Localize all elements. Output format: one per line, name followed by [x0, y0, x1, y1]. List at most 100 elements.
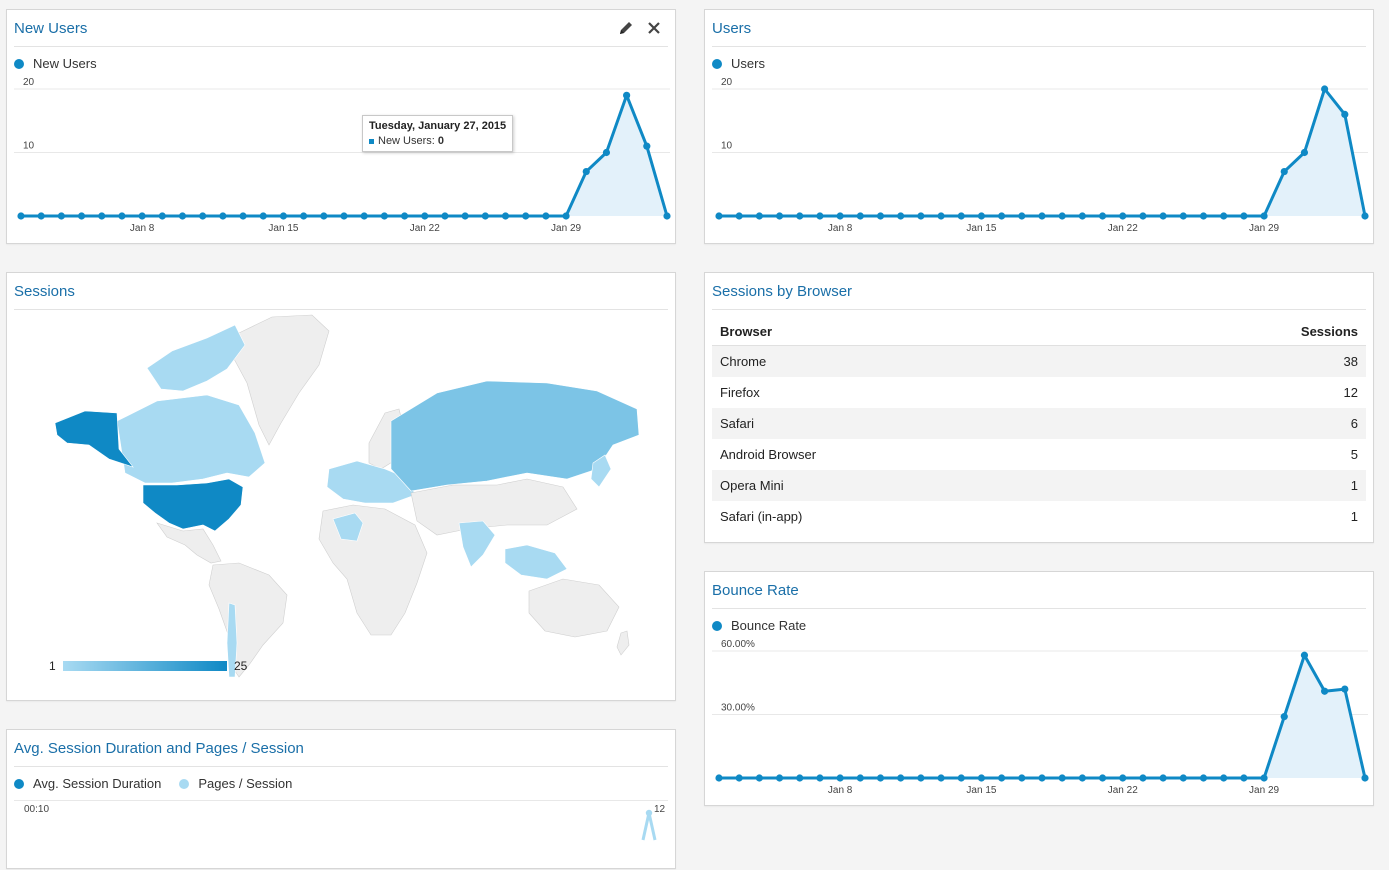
- data-point: [1300, 148, 1309, 157]
- data-point: [1321, 85, 1329, 93]
- map-region-canada: [116, 394, 266, 484]
- new-users-title: New Users: [14, 20, 88, 37]
- data-point: [735, 212, 743, 220]
- bounce-chart[interactable]: 30.00% 60.00% Jan 8 Jan 15 Jan 22 Jan 29: [705, 572, 1375, 807]
- bounce-title: Bounce Rate: [712, 582, 799, 599]
- data-point: [562, 212, 570, 220]
- column-header-browser[interactable]: Browser: [712, 317, 1108, 346]
- column-header-sessions[interactable]: Sessions: [1107, 317, 1366, 346]
- data-point: [320, 212, 328, 220]
- chart-legend: Users: [712, 56, 765, 71]
- map-region-south-america: [208, 562, 288, 678]
- data-point: [98, 212, 106, 220]
- table-row[interactable]: Chrome 38: [712, 345, 1366, 377]
- table-row[interactable]: Android Browser 5: [712, 439, 1366, 470]
- data-point: [1058, 212, 1066, 220]
- browser-sessions: 12: [1343, 385, 1358, 400]
- map-region-alaska: [54, 410, 134, 468]
- data-point: [643, 142, 651, 150]
- title-divider: [14, 46, 668, 47]
- data-point: [481, 212, 489, 220]
- data-point: [998, 774, 1006, 782]
- data-point: [279, 212, 288, 220]
- world-map[interactable]: 1 25: [7, 273, 677, 702]
- data-point: [37, 212, 45, 220]
- data-point: [77, 212, 86, 220]
- y-tick-right: 12: [654, 804, 666, 815]
- data-point: [775, 774, 784, 782]
- data-point: [1078, 212, 1086, 220]
- x-tick-label: Jan 8: [828, 223, 853, 234]
- data-point: [1341, 110, 1349, 118]
- table-row[interactable]: Opera Mini 1: [712, 470, 1366, 501]
- series-line: [719, 653, 1367, 780]
- data-point: [715, 212, 723, 220]
- map-region-algeria: [332, 512, 364, 542]
- data-point: [501, 212, 510, 220]
- data-point: [856, 212, 864, 220]
- data-point: [1078, 774, 1086, 782]
- data-point: [937, 774, 945, 782]
- data-point: [1139, 212, 1147, 220]
- chart-tooltip: Tuesday, January 27, 2015 New Users: 0: [362, 115, 514, 152]
- data-point: [957, 774, 965, 782]
- data-point: [1018, 212, 1026, 220]
- data-point: [542, 212, 550, 220]
- chart-legend: Bounce Rate: [712, 618, 806, 633]
- users-chart[interactable]: 10 20 Jan 8 Jan 15 Jan 22 Jan 29: [705, 10, 1375, 245]
- title-divider: [712, 608, 1366, 609]
- browser-name: Firefox: [720, 385, 760, 400]
- x-tick-label: Jan 15: [966, 785, 996, 796]
- users-widget: Users Users 10 20 Jan 8 Jan 15 Jan 22 Jan 29: [704, 9, 1374, 244]
- data-point: [178, 212, 187, 220]
- map-region-usa: [142, 478, 244, 532]
- series-area: [21, 95, 667, 216]
- data-point: [1240, 774, 1248, 782]
- data-point: [1260, 774, 1268, 782]
- browser-sessions: 6: [1107, 408, 1366, 439]
- data-point: [1280, 713, 1288, 721]
- table-row[interactable]: Safari 6: [712, 408, 1366, 439]
- series-line: [641, 812, 657, 841]
- edit-icon[interactable]: [616, 18, 636, 38]
- data-point: [1361, 212, 1369, 220]
- data-point: [735, 774, 743, 782]
- map-region-mexico: [156, 522, 222, 564]
- series-area: [719, 89, 1365, 216]
- sessions-title: Sessions: [14, 283, 75, 300]
- data-point: [977, 212, 986, 220]
- data-point: [138, 212, 146, 220]
- data-point: [816, 774, 824, 782]
- browser-name: Safari: [712, 408, 1108, 439]
- x-tick-label: Jan 22: [1108, 223, 1138, 234]
- close-icon[interactable]: [644, 18, 664, 38]
- browser-widget: Sessions by Browser Browser Sessions Chr…: [704, 272, 1374, 543]
- data-point: [998, 212, 1006, 220]
- data-point: [1321, 687, 1329, 695]
- data-point: [1220, 212, 1228, 220]
- table-row[interactable]: Firefox 12: [712, 377, 1366, 408]
- data-point: [1139, 774, 1147, 782]
- data-point: [158, 212, 166, 220]
- avg-session-chart[interactable]: [7, 730, 677, 870]
- x-tick-label: Jan 15: [966, 223, 996, 234]
- y-tick-label: 20: [721, 77, 733, 88]
- new-users-chart[interactable]: 10 20 Jan 8 Jan 15 Jan 22 Jan 29: [7, 10, 677, 245]
- data-point: [1098, 774, 1107, 782]
- data-point: [300, 212, 308, 220]
- x-tick-label: Jan 15: [268, 223, 298, 234]
- map-region-japan: [590, 454, 612, 488]
- map-region-se-asia: [504, 544, 568, 580]
- table-row[interactable]: Safari (in-app) 1: [712, 501, 1366, 532]
- avg-session-title: Avg. Session Duration and Pages / Sessio…: [14, 740, 304, 757]
- data-point: [1280, 167, 1288, 176]
- data-point: [1119, 774, 1127, 782]
- data-point: [836, 212, 844, 220]
- x-tick-label: Jan 29: [1249, 223, 1279, 234]
- data-point: [118, 212, 126, 220]
- title-divider: [14, 766, 668, 767]
- title-divider: [14, 309, 668, 310]
- avg-session-widget: Avg. Session Duration and Pages / Sessio…: [6, 729, 676, 869]
- data-point: [421, 212, 429, 220]
- data-point: [897, 774, 905, 782]
